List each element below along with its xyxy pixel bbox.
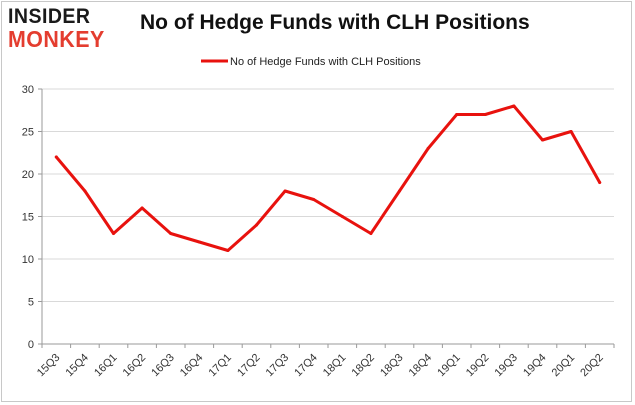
data-point (197, 240, 201, 244)
x-axis-ticks: 15Q3 15Q4 16Q1 16Q2 16Q3 16Q4 17Q1 17Q2 17Q3 17Q4… (35, 344, 615, 380)
data-point (512, 104, 516, 108)
y-tick-label: 10 (22, 254, 34, 266)
data-point (255, 223, 258, 227)
x-tick-label: 15Q4 (63, 352, 91, 380)
series-group (54, 104, 602, 252)
x-tick-label: 17Q3 (264, 352, 292, 380)
x-tick-label: 18Q1 (321, 352, 349, 380)
data-point (483, 113, 487, 116)
x-tick-label: 19Q4 (521, 352, 549, 380)
data-point (112, 232, 115, 235)
y-tick-label: 25 (22, 127, 34, 139)
data-point (312, 198, 316, 201)
legend-label: No of Hedge Funds with CLH Positions (230, 56, 421, 68)
x-tick-label: 19Q1 (435, 352, 463, 380)
data-point (169, 232, 173, 235)
x-tick-label: 15Q3 (35, 352, 63, 380)
x-tick-label: 19Q3 (492, 352, 520, 380)
y-tick-label: 5 (28, 297, 34, 309)
insider-monkey-logo: INSIDER MONKEY (8, 5, 118, 52)
x-tick-label: 17Q2 (235, 352, 263, 380)
data-point (83, 189, 87, 193)
legend: No of Hedge Funds with CLH Positions (201, 56, 421, 68)
x-tick-label: 17Q4 (292, 352, 320, 380)
x-tick-label: 16Q3 (149, 352, 177, 380)
chart-title: No of Hedge Funds with CLH Positions (140, 11, 530, 34)
data-point (455, 113, 459, 116)
y-axis-ticks: 0 5 10 15 20 25 30 (22, 84, 42, 351)
data-point (541, 138, 544, 142)
x-tick-label: 16Q1 (92, 352, 120, 380)
y-tick-label: 20 (22, 169, 34, 181)
data-point (369, 232, 373, 235)
data-point (226, 249, 230, 252)
x-tick-label: 18Q2 (349, 352, 377, 380)
logo-line-1: INSIDER (8, 5, 91, 28)
x-tick-label: 20Q2 (578, 352, 606, 380)
y-tick-label: 0 (28, 339, 34, 351)
x-tick-label: 17Q1 (206, 352, 234, 380)
data-point (398, 189, 401, 193)
y-tick-label: 30 (22, 84, 34, 96)
x-tick-label: 16Q2 (121, 352, 149, 380)
series-line-0 (54, 104, 602, 252)
data-point (598, 181, 602, 184)
logo-line-2: MONKEY (8, 26, 105, 52)
x-tick-label: 16Q4 (178, 352, 206, 380)
data-point (283, 189, 287, 193)
data-point (340, 215, 344, 218)
x-tick-label: 18Q4 (407, 352, 435, 380)
x-tick-label: 19Q2 (464, 352, 492, 380)
x-tick-label: 18Q3 (378, 352, 406, 380)
x-tick-label: 20Q1 (550, 352, 578, 380)
y-tick-label: 15 (22, 212, 34, 224)
gridlines (42, 88, 614, 302)
data-point (54, 155, 58, 159)
data-point (140, 206, 144, 210)
data-point (426, 147, 430, 150)
data-point (569, 130, 573, 133)
